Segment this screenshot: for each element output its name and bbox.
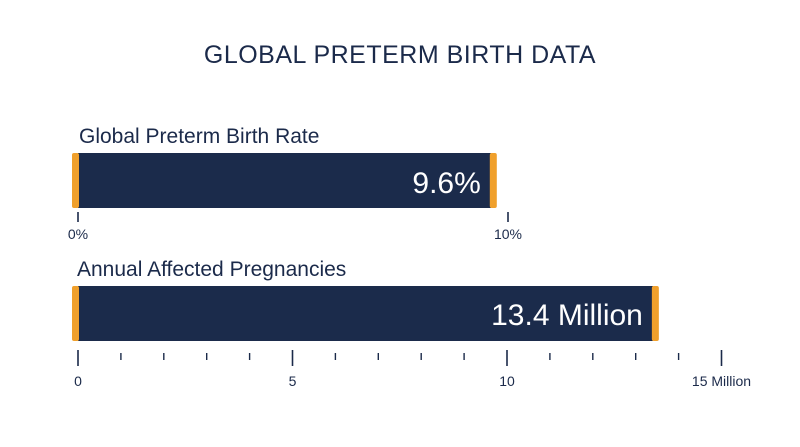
value-label-0: 9.6%: [412, 167, 480, 200]
panel-preterm-birth-rate: Global Preterm Birth Rate 9.6% 0% 10%: [68, 125, 522, 242]
panel-title-affected-pregnancies: Annual Affected Pregnancies: [77, 258, 346, 281]
tick-label-0-0: 0%: [68, 226, 88, 242]
tick-label-1-0: 0: [74, 373, 82, 389]
panel-affected-pregnancies: Annual Affected Pregnancies 13.4 Million…: [72, 258, 751, 389]
bar-layer-affected-pregnancies: 13.4 Million: [72, 286, 659, 341]
value-label-1: 13.4 Million: [491, 299, 643, 332]
chart-title: GLOBAL PRETERM BIRTH DATA: [204, 41, 596, 69]
tick-label-1-3: 15 Million: [692, 373, 751, 389]
tick-label-1-1: 5: [289, 373, 297, 389]
axis-affected-pregnancies: 0 5 10 15 Million: [74, 350, 751, 389]
axis-preterm-rate: 0% 10%: [68, 212, 522, 242]
bar-0: [78, 153, 491, 208]
bar-layer-preterm-rate: 9.6%: [72, 153, 497, 208]
bar-start-cap-1: [72, 286, 79, 341]
bar-end-cap-1: [651, 286, 659, 341]
bar-end-cap-0: [489, 153, 497, 208]
panel-title-preterm-rate: Global Preterm Birth Rate: [79, 125, 319, 148]
tick-label-0-1: 10%: [494, 226, 522, 242]
tick-label-1-2: 10: [499, 373, 515, 389]
bar-start-cap-0: [72, 153, 79, 208]
bar-1: [78, 286, 653, 341]
